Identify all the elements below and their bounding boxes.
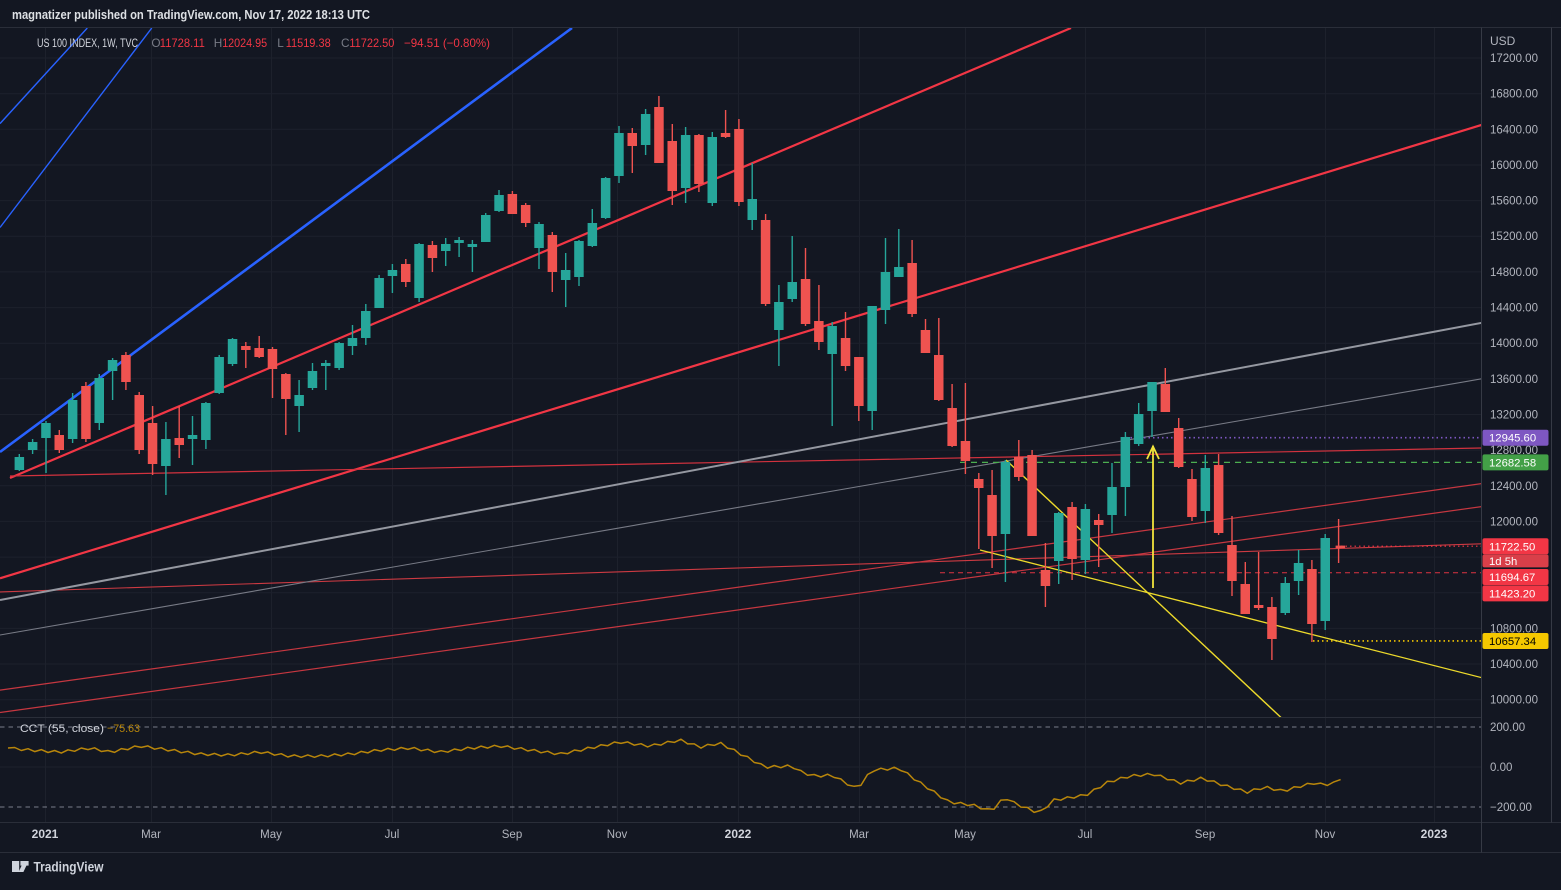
svg-text:12400.00: 12400.00 (1490, 481, 1538, 493)
svg-text:10400.00: 10400.00 (1490, 659, 1538, 671)
svg-text:16400.00: 16400.00 (1490, 124, 1538, 136)
svg-text:2021: 2021 (32, 827, 59, 841)
svg-text:O: O (151, 36, 160, 50)
svg-text:14400.00: 14400.00 (1490, 303, 1538, 315)
svg-text:17200.00: 17200.00 (1490, 53, 1538, 65)
svg-text:−200.00: −200.00 (1490, 802, 1532, 814)
svg-text:11722.50: 11722.50 (349, 36, 394, 50)
svg-text:Sep: Sep (502, 829, 522, 841)
svg-text:10800.00: 10800.00 (1490, 623, 1538, 635)
svg-text:12000.00: 12000.00 (1490, 516, 1538, 528)
svg-text:11423.20: 11423.20 (1489, 588, 1535, 600)
svg-text:0.00: 0.00 (1490, 762, 1512, 774)
svg-text:Nov: Nov (607, 829, 628, 841)
svg-text:TradingView: TradingView (34, 860, 104, 875)
svg-text:H: H (214, 36, 223, 50)
svg-text:Mar: Mar (849, 829, 869, 841)
svg-text:11519.38: 11519.38 (286, 36, 331, 50)
svg-text:11694.67: 11694.67 (1489, 572, 1535, 584)
svg-text:Jul: Jul (1078, 829, 1093, 841)
svg-text:2023: 2023 (1421, 827, 1448, 841)
svg-text:USD: USD (1490, 34, 1516, 48)
svg-text:16000.00: 16000.00 (1490, 160, 1538, 172)
svg-text:Sep: Sep (1195, 829, 1215, 841)
svg-text:12945.60: 12945.60 (1489, 433, 1536, 445)
svg-text:12024.95: 12024.95 (222, 36, 267, 50)
svg-text:13200.00: 13200.00 (1490, 410, 1538, 422)
svg-text:Jul: Jul (385, 829, 400, 841)
svg-text:L: L (277, 36, 284, 50)
svg-text:US 100 INDEX, 1W, TVC: US 100 INDEX, 1W, TVC (37, 36, 138, 50)
svg-text:C: C (341, 36, 350, 50)
svg-text:−94.51 (−0.80%): −94.51 (−0.80%) (404, 36, 490, 50)
svg-text:200.00: 200.00 (1490, 722, 1525, 734)
svg-text:15200.00: 15200.00 (1490, 231, 1538, 243)
svg-text:Mar: Mar (141, 829, 161, 841)
svg-text:12800.00: 12800.00 (1490, 445, 1538, 457)
svg-text:−75.63: −75.63 (107, 723, 140, 735)
svg-text:10000.00: 10000.00 (1490, 695, 1538, 707)
svg-text:Nov: Nov (1315, 829, 1336, 841)
svg-text:1d 5h: 1d 5h (1489, 556, 1517, 568)
svg-text:12682.58: 12682.58 (1489, 457, 1536, 469)
svg-text:magnatizer published on Tradin: magnatizer published on TradingView.com,… (12, 8, 370, 22)
svg-text:CCT (55, close): CCT (55, close) (20, 723, 104, 735)
svg-text:11728.11: 11728.11 (160, 36, 205, 50)
svg-text:14800.00: 14800.00 (1490, 267, 1538, 279)
svg-text:May: May (954, 829, 976, 841)
svg-text:2022: 2022 (725, 827, 752, 841)
svg-text:15600.00: 15600.00 (1490, 196, 1538, 208)
svg-text:16800.00: 16800.00 (1490, 89, 1538, 101)
svg-text:May: May (260, 829, 282, 841)
svg-text:10657.34: 10657.34 (1489, 636, 1536, 648)
svg-text:11722.50: 11722.50 (1489, 541, 1535, 553)
svg-text:14000.00: 14000.00 (1490, 338, 1538, 350)
svg-text:13600.00: 13600.00 (1490, 374, 1538, 386)
